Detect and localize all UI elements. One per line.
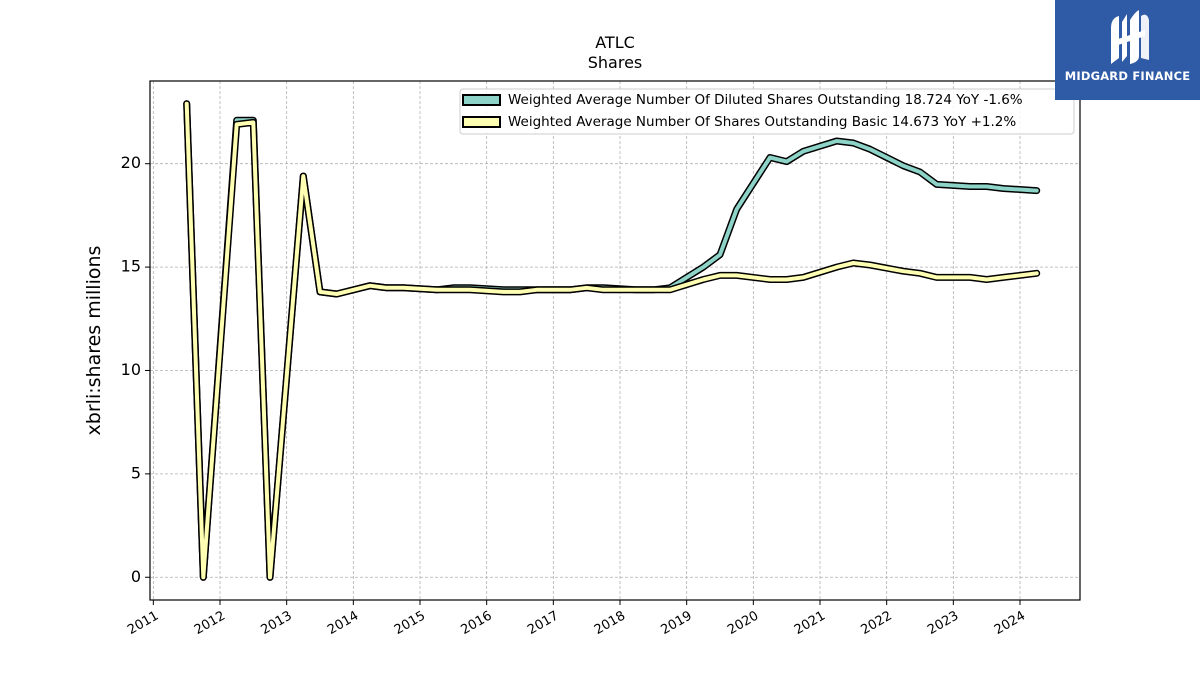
x-tick-label: 2016 bbox=[459, 608, 495, 638]
legend-entry-1: Weighted Average Number Of Diluted Share… bbox=[508, 92, 1023, 108]
brand-name: MIDGARD FINANCE bbox=[1064, 69, 1191, 83]
x-tick-label: 2017 bbox=[525, 608, 561, 638]
x-tick-label: 2014 bbox=[325, 608, 361, 638]
x-tick-label: 2024 bbox=[992, 608, 1028, 638]
x-tick-label: 2020 bbox=[725, 608, 761, 638]
x-tick-label: 2015 bbox=[392, 608, 428, 638]
x-tick-label: 2021 bbox=[792, 608, 828, 638]
chart-title: ATLC bbox=[595, 33, 635, 52]
series-lines bbox=[183, 100, 1041, 581]
legend: Weighted Average Number Of Diluted Share… bbox=[459, 88, 1075, 135]
y-tick-label: 15 bbox=[121, 257, 141, 276]
x-tick-label: 2011 bbox=[125, 608, 161, 638]
y-tick-label: 5 bbox=[131, 463, 141, 482]
chart-subtitle: Shares bbox=[588, 53, 643, 72]
x-tick-label: 2023 bbox=[925, 608, 961, 638]
x-tick-label: 2018 bbox=[592, 608, 628, 638]
series-2-line bbox=[184, 101, 1039, 580]
legend-swatch-1 bbox=[462, 94, 501, 106]
legend-swatch-2 bbox=[462, 116, 501, 128]
y-tick-label: 20 bbox=[121, 153, 141, 172]
x-tick-label: 2012 bbox=[192, 608, 228, 638]
grid bbox=[150, 81, 1080, 600]
series-2-outline bbox=[183, 100, 1041, 581]
x-tick-label: 2013 bbox=[259, 608, 295, 638]
legend-entry-2: Weighted Average Number Of Shares Outsta… bbox=[508, 114, 1016, 130]
x-tick-label: 2019 bbox=[659, 608, 695, 638]
y-tick-label: 0 bbox=[131, 567, 141, 586]
legend-box bbox=[459, 88, 1075, 135]
y-tick-label: 10 bbox=[121, 360, 141, 379]
plot-area-frame bbox=[149, 80, 1081, 601]
series-1-line bbox=[184, 101, 1039, 580]
midgard-logo-icon bbox=[1111, 10, 1149, 64]
y-axis-label: xbrli:shares millions bbox=[83, 246, 105, 436]
series-1-outline bbox=[183, 100, 1041, 581]
midgard-finance-logo: MIDGARD FINANCE bbox=[1055, 0, 1200, 100]
x-tick-label: 2022 bbox=[859, 608, 895, 638]
